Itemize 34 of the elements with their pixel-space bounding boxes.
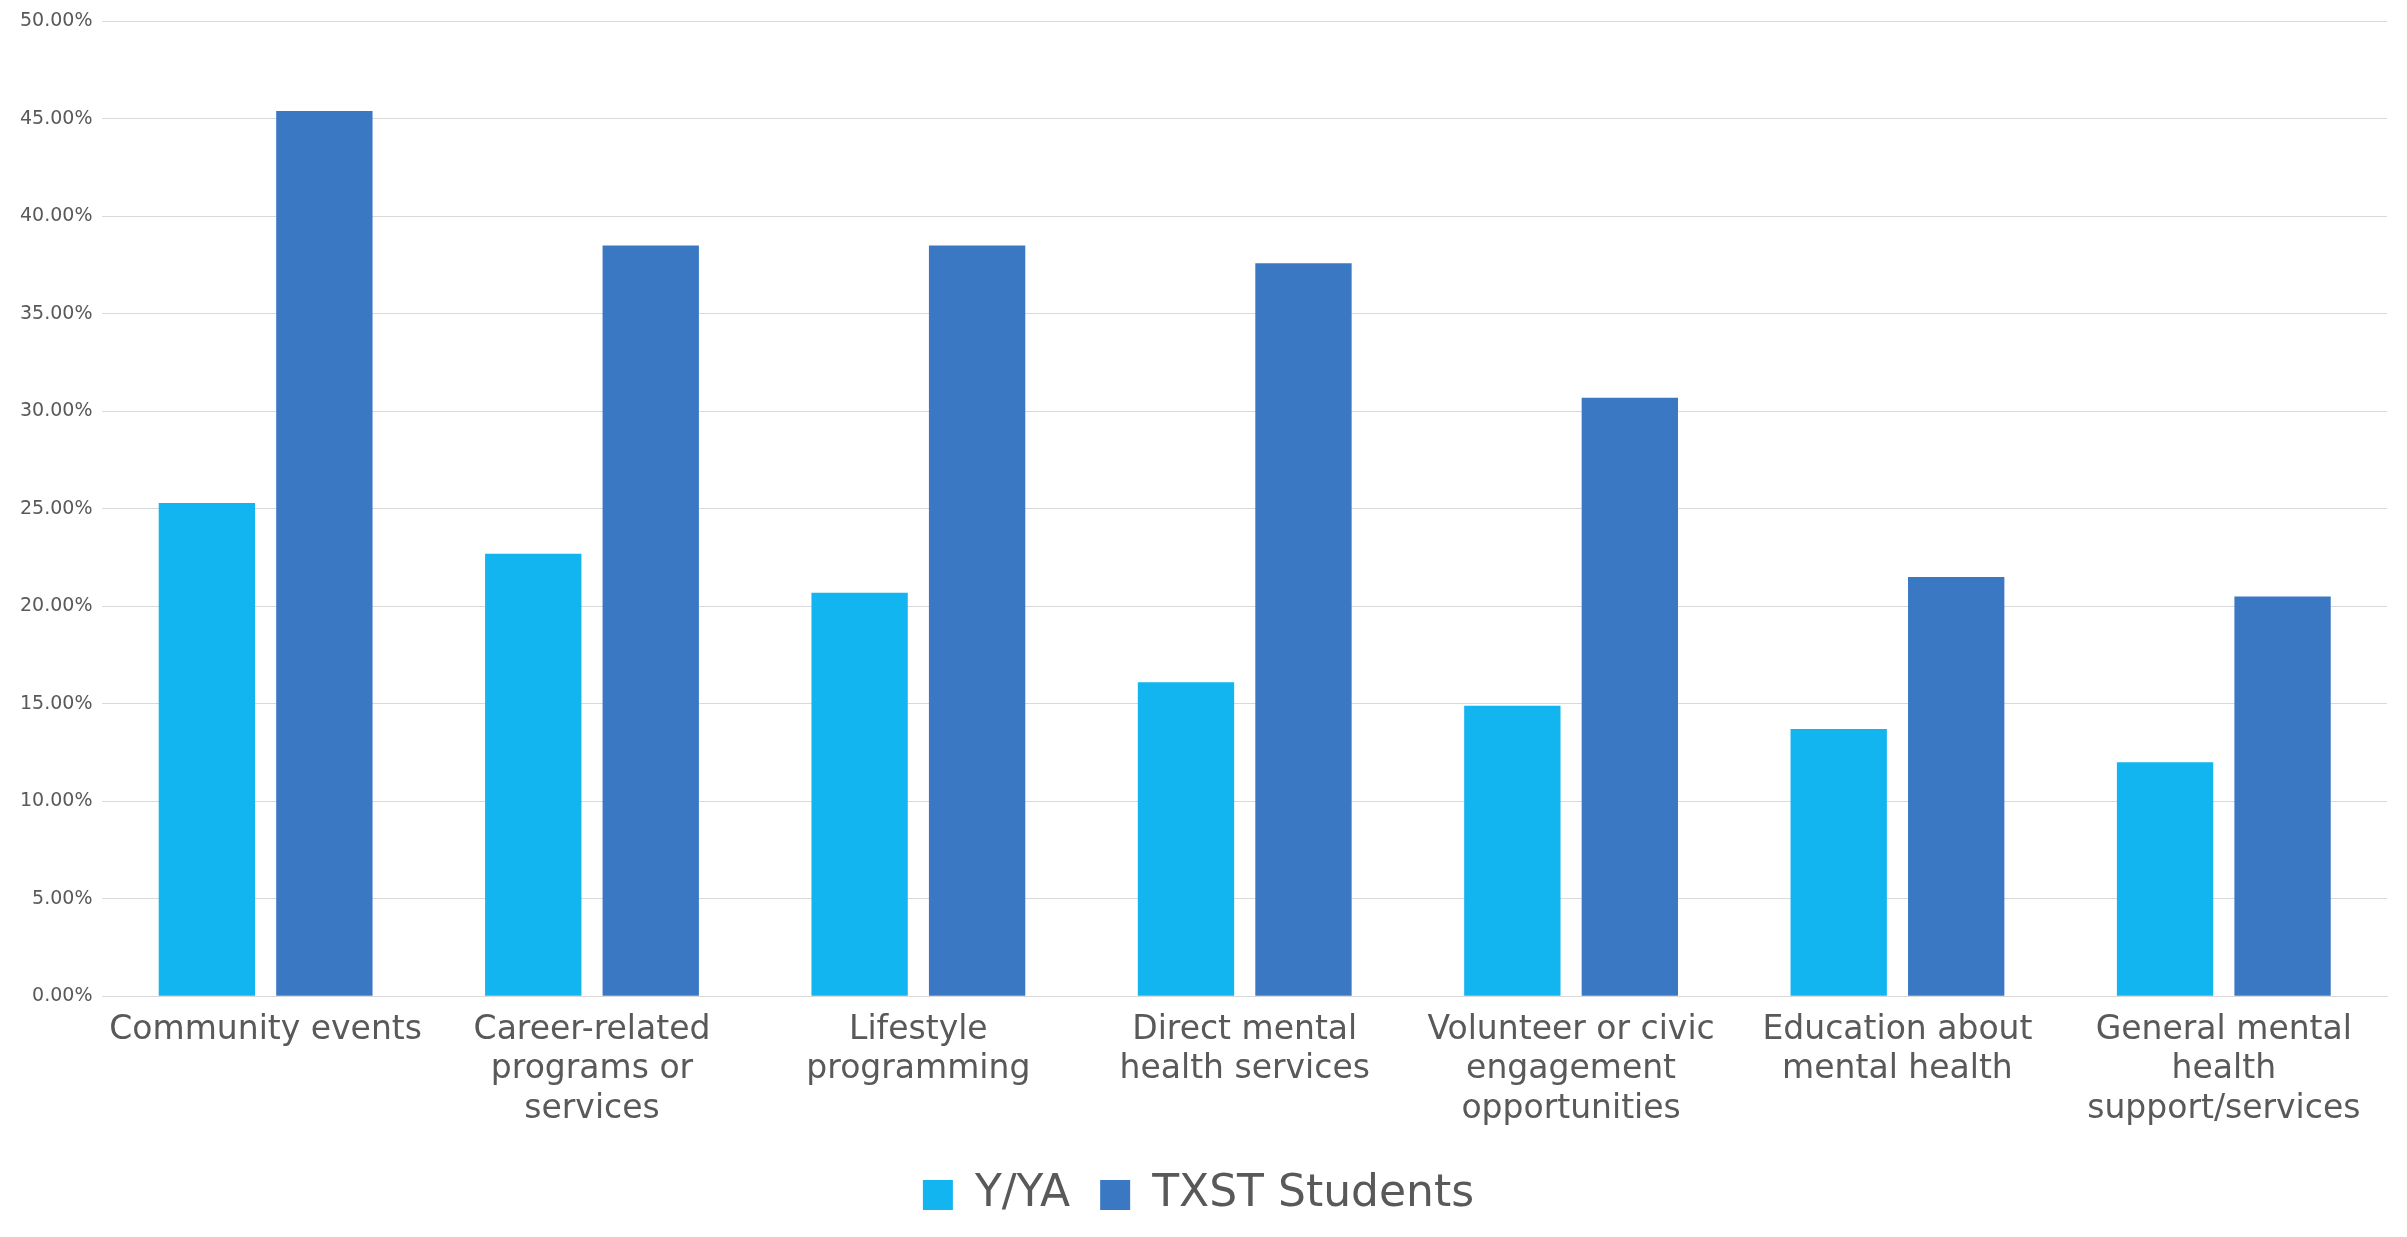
- x-tick-label: General mental health support/services: [2087, 1007, 2361, 1126]
- bar: [2234, 596, 2331, 996]
- x-tick-label: Education about mental health: [1762, 1007, 2033, 1087]
- x-tick-label: Direct mental health services: [1119, 1007, 1370, 1087]
- bar: [276, 111, 373, 996]
- y-tick-label: 45.00%: [19, 105, 93, 128]
- x-tick-label: Lifestyle programming: [806, 1007, 1031, 1087]
- bar: [928, 245, 1026, 996]
- bar: [2116, 762, 2214, 996]
- x-tick-label: Volunteer or civic engagement opportunities: [1427, 1007, 1715, 1126]
- y-tick-label: 40.00%: [19, 203, 93, 226]
- bar: [1137, 682, 1235, 996]
- y-tick-label: 10.00%: [19, 788, 93, 811]
- y-tick-label: 5.00%: [32, 885, 93, 908]
- y-tick-label: 30.00%: [19, 398, 93, 421]
- bar: [811, 592, 908, 996]
- bar: [1464, 705, 1561, 996]
- legend-label: Y/YA: [973, 1165, 1071, 1217]
- bar: [485, 553, 582, 996]
- y-tick-label: 50.00%: [19, 8, 93, 31]
- bar: [1581, 397, 1679, 996]
- legend-label: TXST Students: [1151, 1165, 1475, 1217]
- y-tick-label: 0.00%: [32, 983, 93, 1006]
- y-tick-label: 20.00%: [19, 593, 93, 616]
- x-tick-label: Community events: [109, 1007, 422, 1047]
- bar: [1908, 577, 2005, 996]
- bar: [158, 502, 256, 996]
- y-tick-label: 35.00%: [19, 300, 93, 323]
- bar: [602, 245, 699, 996]
- y-tick-label: 15.00%: [19, 690, 93, 713]
- x-tick-label: Career-related programs or services: [473, 1007, 711, 1126]
- bar: [1255, 263, 1352, 996]
- bar: [1790, 729, 1887, 996]
- y-tick-label: 25.00%: [19, 495, 93, 518]
